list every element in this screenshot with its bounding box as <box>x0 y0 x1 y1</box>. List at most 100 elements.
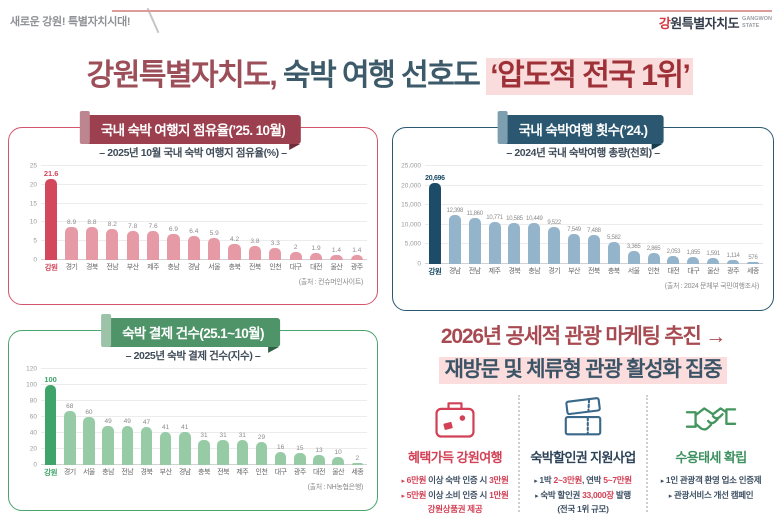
category-label: 세종 <box>351 469 364 476</box>
bar-column: 1.4 <box>347 166 367 260</box>
category-label: 충북 <box>228 264 241 271</box>
category-label: 경남 <box>187 264 200 271</box>
category-label: 충남 <box>102 469 115 476</box>
bar-value-label: 2 <box>293 244 298 252</box>
bar <box>255 441 268 465</box>
bullet-marker-icon: ▸ <box>668 492 673 500</box>
chart-source: (출처 : 2024 문체부 국민여행조사) <box>664 283 760 290</box>
chart-source: (출처 : NH농협은행) <box>307 484 364 491</box>
bar-column: 10,449 <box>524 166 544 264</box>
bullet-text-segment: 2~3만원 <box>553 475 582 485</box>
bar-column: 3,365 <box>624 166 644 264</box>
y-axis-tick-label: 5,000 <box>404 240 421 248</box>
category-label: 울산 <box>707 268 720 275</box>
bullet-marker-icon: ▸ <box>534 478 538 485</box>
category-label: 경북 <box>508 268 521 275</box>
bar-column: 10 <box>329 369 348 465</box>
bar-column: 8.8 <box>82 166 102 260</box>
bar <box>667 255 680 264</box>
bar-column: 16 <box>271 369 290 465</box>
promo-bullet-line: ▸ 관광서비스 개선 캠페인 <box>652 488 770 503</box>
bar-value-label: 47 <box>142 419 151 427</box>
gridline <box>41 202 367 204</box>
bar-column: 4.2 <box>224 166 244 260</box>
bar <box>44 385 57 465</box>
bullet-text-segment: 33,000장 <box>582 489 614 500</box>
page-title-topic: 숙박 여행 선호도 <box>276 59 487 92</box>
bar <box>294 453 306 465</box>
bar-value-label: 60 <box>85 409 93 416</box>
bar <box>508 222 521 264</box>
bar <box>332 457 344 465</box>
promo-column-bullets: ▸ 1박 2~3만원, 연박 5~7만원 ▸ 숙박 할인권 33,000장 발행 (전국… <box>524 473 642 514</box>
bar-column: 60 <box>79 369 98 465</box>
bar-column: 1.4 <box>326 166 346 260</box>
bar-value-label: 4.2 <box>230 236 240 244</box>
bar-column: 49 <box>99 369 118 465</box>
promo-column-bullets: ▸ 1인 관광객 환영 업소 인증제 ▸ 관광서비스 개선 캠페인 <box>652 473 770 502</box>
bullet-text-segment: (전국 1위 규모) <box>557 504 609 514</box>
category-label: 광주 <box>350 264 363 271</box>
bar-value-label: 41 <box>181 424 189 432</box>
bar-value-label: 1,114 <box>726 252 740 259</box>
promo-bullet-line: (전국 1위 규모) <box>524 502 642 514</box>
category-label: 부산 <box>126 264 139 271</box>
bar-column: 2,865 <box>644 166 664 264</box>
bar-value-label: 31 <box>219 432 227 440</box>
bar-column: 5.9 <box>204 166 224 260</box>
gangwon-state-logo: 강원특별자치도 GANGWON STATE <box>659 13 772 32</box>
category-label: 경기 <box>65 264 78 271</box>
y-axis-tick-label: 80 <box>29 397 37 405</box>
bar-column: 68 <box>60 369 79 465</box>
bar-value-label: 41 <box>162 424 170 432</box>
bar-column: 7,488 <box>584 166 604 264</box>
category-label: 충북 <box>607 268 620 275</box>
y-axis-tick-label: 25,000 <box>401 162 421 170</box>
category-label: 강원 <box>44 263 58 272</box>
chart-panel-payment-count: 숙박 결제 건수(25.1~10월) – 2025년 숙박 결제 건수(지수) … <box>8 314 378 511</box>
top-accent-line <box>112 10 772 12</box>
chart-source: (출처 : 컨슈머인사이트) <box>298 279 364 286</box>
category-label: 경남 <box>178 469 191 476</box>
category-label: 전북 <box>248 264 261 271</box>
bar-value-label: 10,585 <box>506 215 523 222</box>
bullet-text-segment: 숙박 할인권 <box>540 489 583 500</box>
bar <box>198 440 210 465</box>
bar <box>85 226 99 260</box>
chart-panel-trip-count: 국내 숙박여행 횟수(’24.) – 2024년 국내 숙박여행 총량(천회) … <box>392 111 774 311</box>
category-label: 인천 <box>647 268 660 275</box>
bar-column: 1.9 <box>306 166 326 260</box>
gridline <box>41 183 367 185</box>
promo-column-benefit-travel: 혜택가득 강원여행 ▸ 6만원 이상 숙박 인증 시 3만원 ▸ 5만원 이상 소비 … <box>392 395 518 514</box>
category-label: 울산 <box>330 264 343 271</box>
category-label: 제주 <box>236 469 249 476</box>
page-title-region: 강원특별자치도, <box>86 59 278 92</box>
bar-value-label: 100 <box>44 375 57 384</box>
bar-value-label: 15 <box>296 445 304 452</box>
bar-value-label: 7.8 <box>128 222 138 230</box>
promo-column-discount-coupon: 숙박할인권 지원사업 ▸ 1박 2~3만원, 연박 5~7만원 ▸ 숙박 할인권 33… <box>518 395 646 514</box>
bullet-marker-icon: ▸ <box>401 478 405 485</box>
y-axis-tick-label: 0 <box>417 260 421 268</box>
bullet-text-segment: 6만원 <box>406 475 427 485</box>
bullet-text-segment: 1박 <box>539 475 554 485</box>
suitcase-icon <box>396 395 514 443</box>
promo-section: 2026년 공세적 관광 마케팅 추진 → 재방문 및 체류형 관광 활성화 집… <box>392 320 774 514</box>
chart-title-ribbon: 국내 숙박 여행지 점유율(’25. 10월) <box>79 111 302 144</box>
bar <box>330 254 343 260</box>
bar-value-label: 21.6 <box>43 168 59 178</box>
bullet-text-segment: 5~7만원 <box>603 475 632 485</box>
bar <box>350 254 363 260</box>
bullet-text-segment: 5만원 <box>406 489 427 500</box>
category-label: 제주 <box>147 264 159 271</box>
bullet-text-segment: 이상 소비 인증 시 <box>426 489 490 500</box>
promo-bullet-line: ▸ 6만원 이상 숙박 인증 시 3만원 <box>396 473 514 488</box>
y-axis-tick-label: 10 <box>29 218 37 226</box>
chart-panel-lodging-share: 국내 숙박 여행지 점유율(’25. 10월) – 2025년 10월 국내 숙… <box>8 111 378 305</box>
page-title-highlight: ‘압도적 전국 1위’ <box>486 58 694 95</box>
category-label: 경기 <box>548 268 561 275</box>
bar <box>289 252 302 260</box>
promo-headline-2: 재방문 및 체류형 관광 활성화 집중 <box>392 353 774 384</box>
y-axis-tick-label: 60 <box>29 413 37 421</box>
bar-chart: 0 20 40 60 80 100 120 100 68 60 49 49 47 41 41 31 31 31 29… <box>26 366 367 469</box>
